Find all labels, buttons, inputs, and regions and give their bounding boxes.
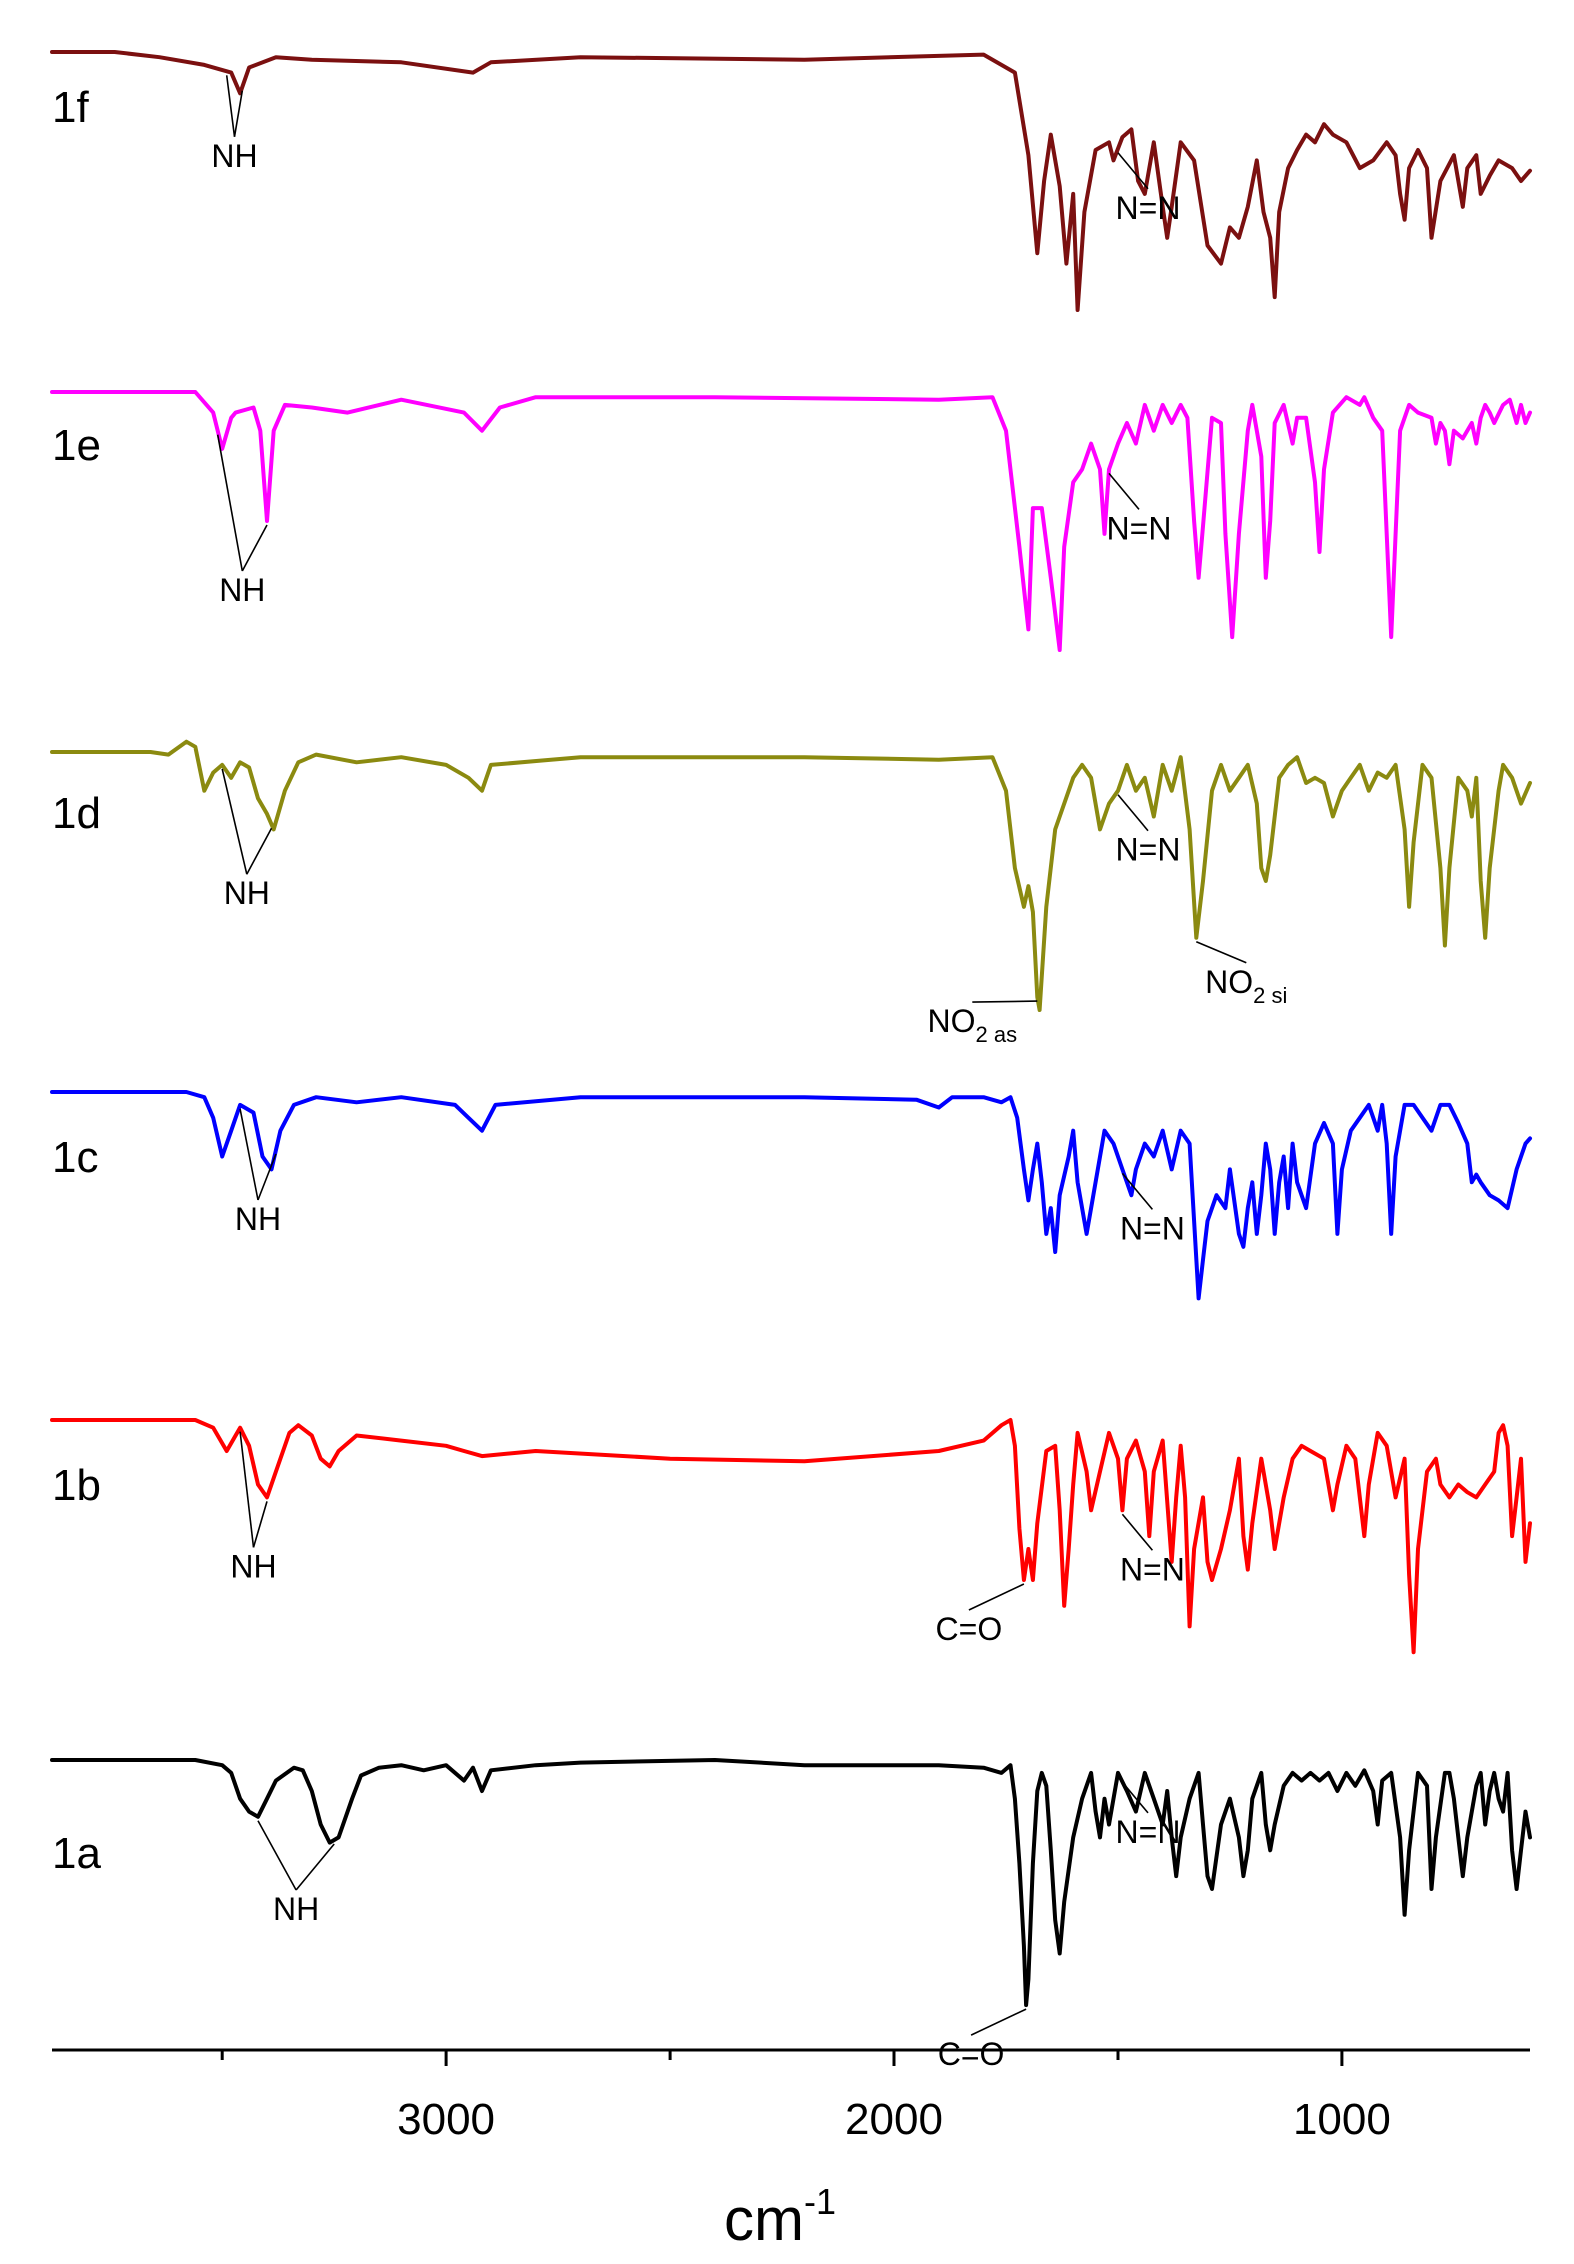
spectrum-trace-1a	[50, 1758, 1532, 2008]
annotation-label-main: NH	[235, 1201, 281, 1237]
annotation-1e-neqn: N=N	[1107, 472, 1172, 546]
series-label-1b: 1b	[52, 1461, 101, 1510]
x-tick-label-1000: 1000	[1293, 2095, 1391, 2144]
series-label-1d: 1d	[52, 789, 101, 838]
annotation-leader-line	[970, 2008, 1027, 2036]
annotation-1d-no: NO2 si	[1195, 941, 1287, 1008]
annotation-label: N=N	[1120, 1551, 1185, 1587]
annotation-leader-line	[239, 1431, 255, 1548]
annotation-leader-line	[246, 827, 273, 875]
annotation-1f-nh: NH	[211, 75, 258, 174]
annotation-leader-line	[1121, 1513, 1154, 1551]
annotation-leader-line	[1108, 472, 1140, 510]
annotation-label: N=N	[1116, 1814, 1181, 1850]
annotation-label: NH	[230, 1548, 276, 1584]
annotation-leader-line	[1117, 152, 1149, 190]
annotation-label-main: C=O	[938, 2036, 1005, 2072]
annotation-label-main: C=O	[936, 1611, 1003, 1647]
x-axis-label-superscript: -1	[804, 2181, 836, 2222]
annotation-leader-line	[1117, 794, 1149, 832]
annotation-label-main: NO	[928, 1003, 976, 1039]
annotation-label: NH	[224, 875, 270, 911]
annotation-label: N=N	[1116, 190, 1181, 226]
annotation-leader-line	[1117, 1776, 1149, 1814]
annotation-1b-ceqo: C=O	[936, 1583, 1025, 1647]
annotation-label: N=N	[1107, 510, 1172, 546]
x-tick-label-3000: 3000	[397, 2095, 495, 2144]
annotation-label: NH	[219, 572, 265, 608]
annotation-leader-line	[1195, 941, 1247, 964]
annotation-label-main: N=N	[1120, 1551, 1185, 1587]
series-label-1f: 1f	[52, 83, 89, 132]
annotation-1d-no: NO2 as	[928, 1000, 1038, 1047]
spectrum-trace-1c	[50, 1090, 1532, 1301]
x-tick-label-2000: 2000	[845, 2095, 943, 2144]
annotation-leader-line	[225, 75, 236, 137]
annotation-1a-ceqo: C=O	[938, 2008, 1027, 2072]
annotation-leader-line	[257, 1153, 277, 1201]
annotation-label: C=O	[938, 2036, 1005, 2072]
annotation-leader-line	[241, 524, 268, 572]
spectra-traces	[50, 50, 1532, 2008]
annotation-label: NO2 si	[1205, 964, 1287, 1008]
x-axis-ticks	[220, 2050, 1344, 2066]
spectrum-trace-1e	[50, 390, 1532, 652]
annotation-label-subscript: 2 si	[1253, 983, 1287, 1008]
series-label-1a: 1a	[52, 1829, 101, 1878]
annotation-1d-neqn: N=N	[1116, 794, 1181, 868]
annotation-label-main: NH	[224, 875, 270, 911]
series-label-1c: 1c	[52, 1133, 98, 1182]
annotation-label: N=N	[1120, 1210, 1185, 1246]
x-axis: 3000 2000 1000 cm-1	[52, 2048, 1530, 2253]
annotation-label-main: NO	[1205, 964, 1253, 1000]
annotation-label-main: N=N	[1107, 510, 1172, 546]
annotation-leader-line	[233, 90, 244, 137]
annotation-label-main: NH	[219, 572, 265, 608]
annotation-leader-line	[216, 434, 244, 572]
annotation-label: NH	[273, 1891, 319, 1927]
annotation-label: NH	[235, 1201, 281, 1237]
annotation-leader-line	[972, 1000, 1038, 1003]
annotation-leader-line	[968, 1583, 1025, 1611]
annotation-label-subscript: 2 as	[976, 1022, 1018, 1047]
spectrum-trace-1d	[50, 739, 1532, 1012]
series-label-1e: 1e	[52, 421, 101, 470]
annotation-1e-nh: NH	[216, 434, 268, 608]
annotation-leader-line	[257, 1820, 297, 1891]
annotation-label-main: NH	[273, 1891, 319, 1927]
spectrum-trace-1b	[50, 1418, 1532, 1655]
annotation-1a-nh: NH	[257, 1820, 335, 1927]
annotation-1c-neqn: N=N	[1120, 1172, 1185, 1246]
annotation-leader-line	[1121, 1172, 1154, 1210]
annotation-1d-nh: NH	[221, 768, 273, 911]
annotation-1b-neqn: N=N	[1120, 1513, 1185, 1587]
annotation-label-main: N=N	[1120, 1210, 1185, 1246]
annotation-label-main: N=N	[1116, 832, 1181, 868]
annotation-1f-neqn: N=N	[1116, 152, 1181, 226]
annotation-label-main: NH	[230, 1548, 276, 1584]
annotation-leader-line	[239, 1108, 259, 1201]
annotation-label: N=N	[1116, 832, 1181, 868]
spectrum-trace-1f	[50, 50, 1532, 312]
annotation-1a-neqn: N=N	[1116, 1776, 1181, 1850]
annotation-label: NO2 as	[928, 1003, 1018, 1047]
annotation-label-main: N=N	[1116, 190, 1181, 226]
annotation-label: NH	[211, 138, 257, 174]
annotation-leader-line	[252, 1501, 268, 1548]
annotation-leader-line	[295, 1843, 335, 1891]
x-axis-label-main: cm	[724, 2186, 804, 2253]
annotation-label: C=O	[936, 1611, 1003, 1647]
x-axis-label: cm-1	[724, 2181, 836, 2253]
annotation-label-main: N=N	[1116, 1814, 1181, 1850]
annotation-leader-line	[221, 768, 248, 875]
annotation-1b-nh: NH	[230, 1431, 277, 1584]
annotation-label-main: NH	[211, 138, 257, 174]
series-labels: 1f 1e 1d 1c 1b 1a	[52, 83, 101, 1878]
annotation-1c-nh: NH	[235, 1108, 281, 1237]
